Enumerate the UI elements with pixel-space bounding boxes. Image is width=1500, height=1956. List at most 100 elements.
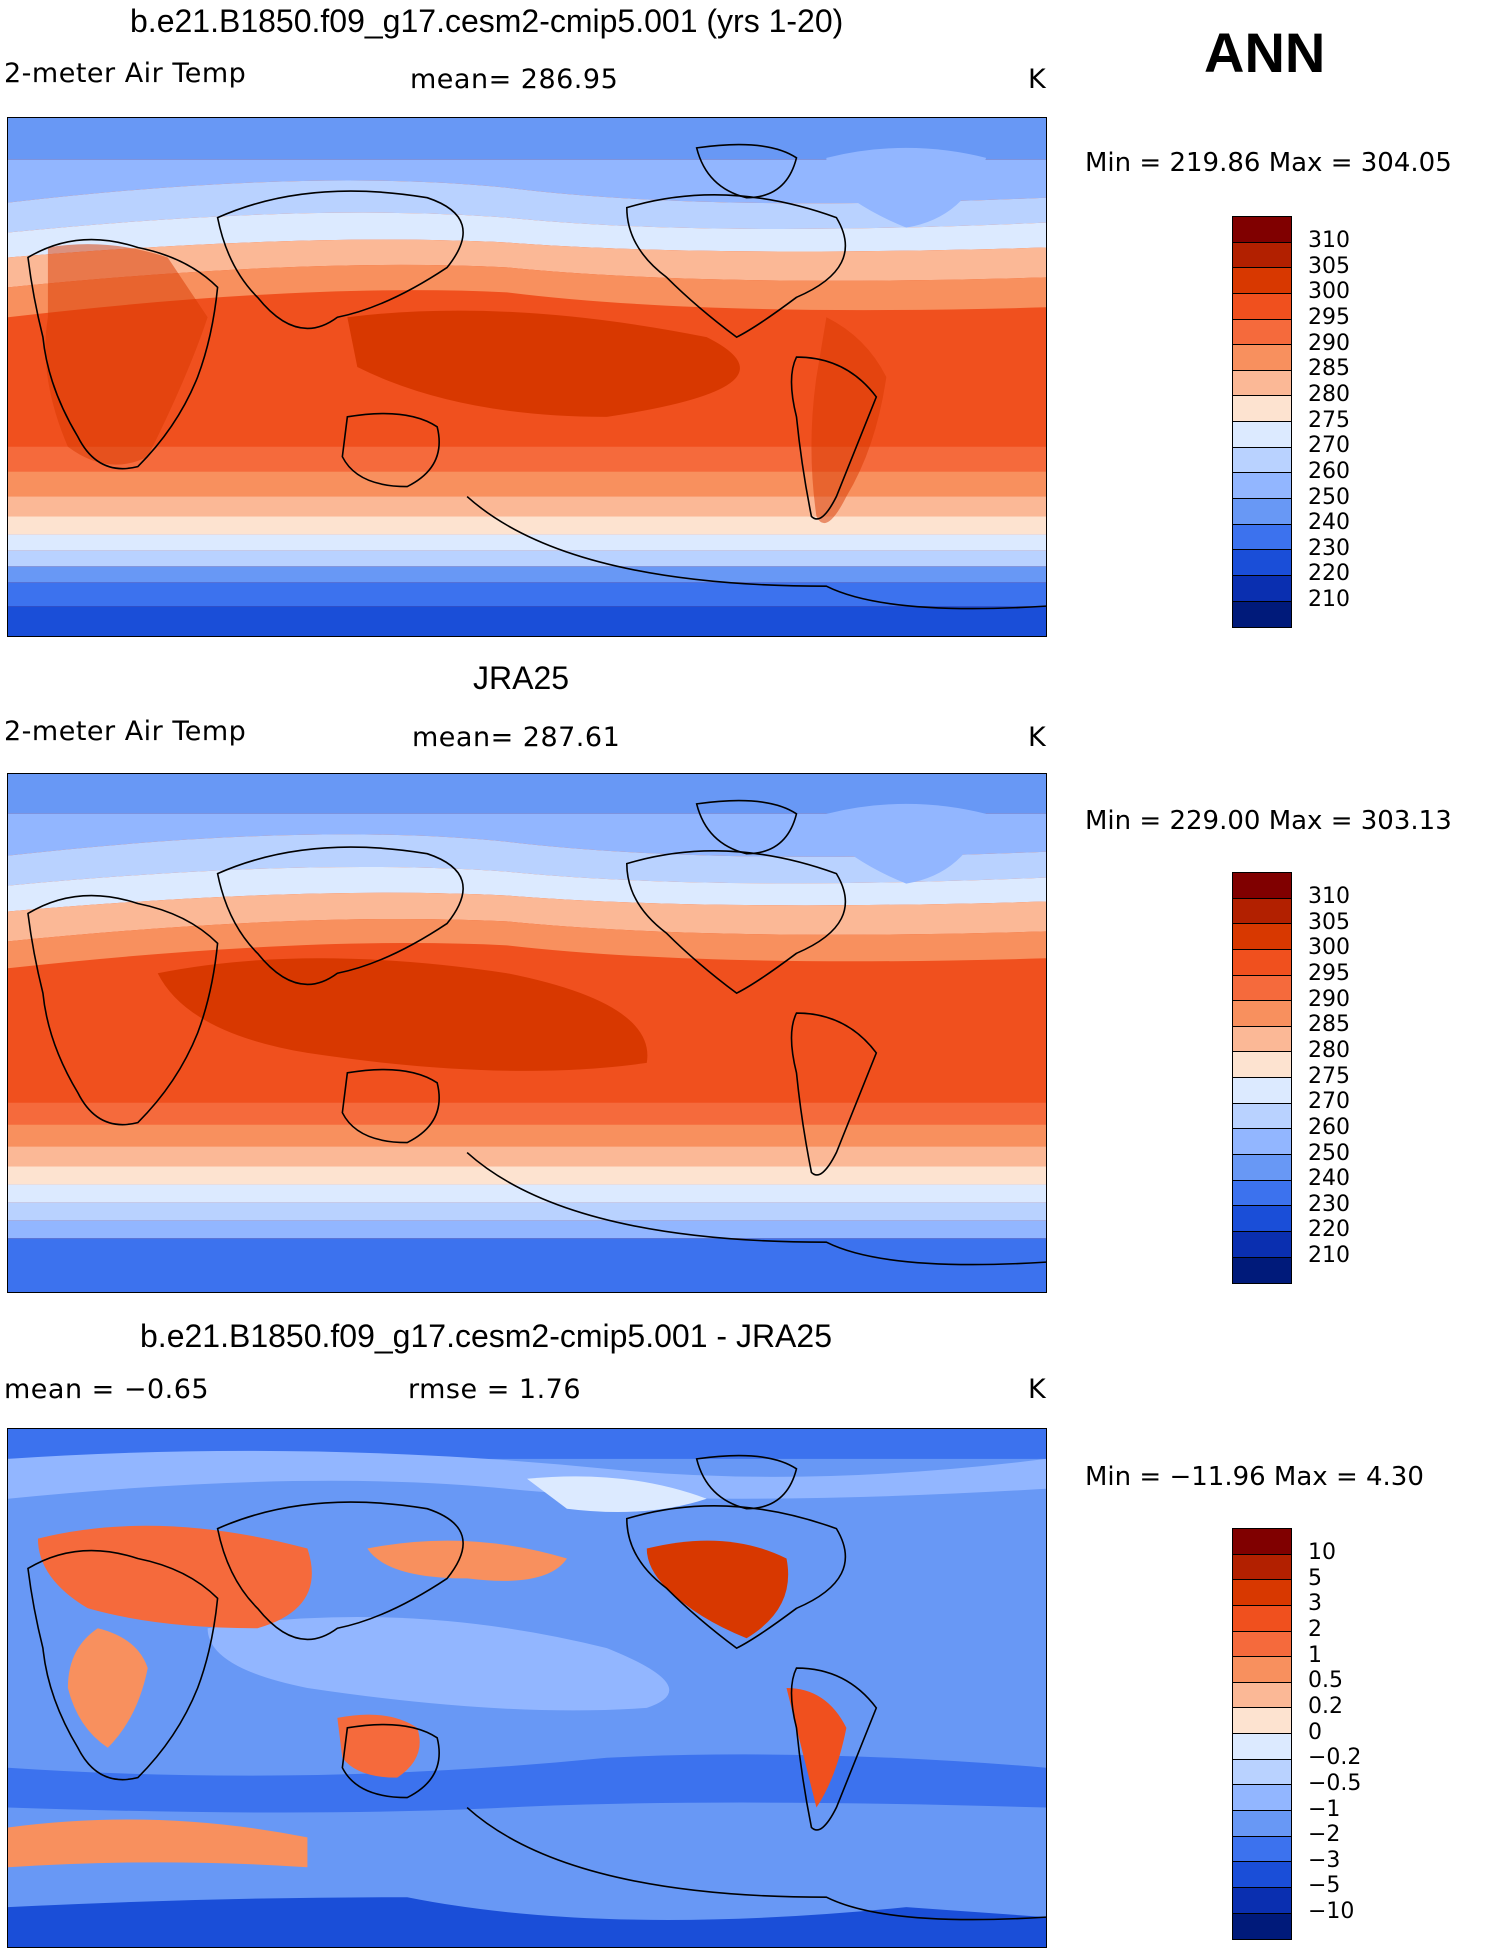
season-label: ANN	[1204, 21, 1326, 84]
colorbar-tick-label: 310	[1308, 884, 1350, 909]
colorbar-tick-label: 3	[1308, 1591, 1322, 1617]
colorbar-swatch	[1233, 268, 1291, 294]
colorbar-tick-label: 280	[1308, 381, 1350, 407]
colorbar-tick-label: 290	[1308, 330, 1350, 356]
minmax-label: Min = −11.96 Max = 4.30	[1085, 1462, 1424, 1492]
colorbar-tick-label: −1	[1308, 1796, 1341, 1822]
colorbar-tick-label: −10	[1308, 1899, 1355, 1925]
colorbar-tick-label: 270	[1308, 433, 1350, 459]
colorbar-tick-label: 2	[1308, 1616, 1322, 1642]
colorbar-tick-label: 0.2	[1308, 1693, 1343, 1719]
colorbar-swatch	[1233, 1785, 1291, 1812]
colorbar-tick-label: 290	[1308, 986, 1350, 1012]
colorbar-tick-label: 280	[1308, 1037, 1350, 1063]
colorbar-tick-label: −2	[1308, 1822, 1341, 1848]
colorbar-swatch	[1233, 473, 1291, 500]
colorbar-tick-label: 300	[1308, 935, 1350, 961]
colorbar-swatch	[1233, 1052, 1291, 1079]
colorbar-tick-label: 285	[1308, 356, 1350, 382]
colorbar-swatch	[1233, 396, 1291, 423]
colorbar-tick-label: 305	[1308, 253, 1350, 279]
colorbar-tick-label: 210	[1308, 587, 1350, 613]
colorbar-swatch	[1233, 1887, 1291, 1914]
variable-label: 2-meter Air Temp	[4, 716, 247, 747]
colorbar-tick-label: 230	[1308, 1191, 1350, 1217]
colorbar-swatch	[1233, 499, 1291, 525]
colorbar-tick-label: 295	[1308, 960, 1350, 986]
colorbar-tick-label: 250	[1308, 1140, 1350, 1166]
mean-label: mean= 286.95	[410, 64, 619, 95]
colorbar-swatch	[1233, 1078, 1291, 1104]
colorbar-swatch	[1233, 1734, 1291, 1760]
colorbar-swatch	[1233, 293, 1291, 320]
variable-label: 2-meter Air Temp	[4, 58, 247, 89]
colorbar-swatch	[1233, 1605, 1291, 1632]
colorbar-swatch	[1233, 898, 1291, 925]
colorbar-swatch	[1233, 1206, 1291, 1232]
temperature-map	[7, 117, 1047, 637]
panel-title: b.e21.B1850.f09_g17.cesm2-cmip5.001 (yrs…	[130, 3, 844, 39]
colorbar-swatch	[1233, 1759, 1291, 1786]
difference-map	[7, 1428, 1047, 1948]
colorbar-swatch	[1233, 949, 1291, 976]
colorbar-tick-label: 0.5	[1308, 1668, 1343, 1694]
colorbar-swatch	[1233, 1811, 1291, 1837]
colorbar-tick-label: 310	[1308, 228, 1350, 253]
colorbar-tick-label: 295	[1308, 304, 1350, 330]
colorbar-swatch	[1233, 1862, 1291, 1888]
colorbar-swatch	[1233, 1554, 1291, 1581]
colorbar-tick-label: 270	[1308, 1089, 1350, 1115]
colorbar-tick-label: 260	[1308, 458, 1350, 484]
colorbar-swatch	[1233, 1836, 1291, 1863]
colorbar-swatch	[1233, 217, 1291, 243]
colorbar-tick-label: −5	[1308, 1873, 1341, 1899]
colorbar-tick-label: 285	[1308, 1012, 1350, 1038]
panel-title: b.e21.B1850.f09_g17.cesm2-cmip5.001 - JR…	[140, 1318, 832, 1354]
rmse-label: rmse = 1.76	[408, 1374, 582, 1405]
colorbar	[1232, 216, 1292, 629]
colorbar-tick-label: 240	[1308, 1166, 1350, 1192]
colorbar-swatch	[1233, 1682, 1291, 1709]
colorbar-tick-label: 220	[1308, 561, 1350, 587]
colorbar-swatch	[1233, 1001, 1291, 1027]
minmax-label: Min = 229.00 Max = 303.13	[1085, 806, 1452, 836]
units-label: K	[1028, 64, 1047, 95]
colorbar-swatch	[1233, 975, 1291, 1002]
units-label: K	[1028, 722, 1047, 753]
colorbar-tick-label: 220	[1308, 1217, 1350, 1243]
colorbar-tick-label: 210	[1308, 1243, 1350, 1269]
colorbar-swatch	[1233, 319, 1291, 346]
colorbar-swatch	[1233, 345, 1291, 371]
colorbar-tick-label: −3	[1308, 1847, 1341, 1873]
mean-label: mean= 287.61	[412, 722, 621, 753]
colorbar-swatch	[1233, 447, 1291, 474]
minmax-label: Min = 219.86 Max = 304.05	[1085, 148, 1452, 178]
colorbar-tick-label: 275	[1308, 407, 1350, 433]
colorbar-swatch	[1233, 1257, 1291, 1284]
colorbar-tick-label: 305	[1308, 909, 1350, 935]
units-label: K	[1028, 1374, 1047, 1405]
colorbar-tick-label: 300	[1308, 279, 1350, 305]
colorbar-swatch	[1233, 601, 1291, 628]
colorbar-swatch	[1233, 242, 1291, 269]
colorbar	[1232, 1528, 1292, 1941]
colorbar-swatch	[1233, 1657, 1291, 1683]
colorbar-swatch	[1233, 924, 1291, 950]
colorbar-swatch	[1233, 370, 1291, 397]
colorbar-tick-label: 10	[1308, 1540, 1336, 1565]
colorbar-swatch	[1233, 1708, 1291, 1735]
colorbar-swatch	[1233, 1155, 1291, 1181]
colorbar-swatch	[1233, 1231, 1291, 1258]
colorbar-tick-label: 275	[1308, 1063, 1350, 1089]
colorbar-tick-label: −0.5	[1308, 1770, 1362, 1796]
colorbar-swatch	[1233, 1026, 1291, 1053]
colorbar-swatch	[1233, 422, 1291, 448]
colorbar-swatch	[1233, 550, 1291, 576]
colorbar-swatch	[1233, 1631, 1291, 1658]
colorbar-tick-label: 1	[1308, 1642, 1322, 1668]
colorbar-tick-label: 240	[1308, 510, 1350, 536]
colorbar-tick-label: 5	[1308, 1565, 1322, 1591]
colorbar	[1232, 872, 1292, 1285]
colorbar-swatch	[1233, 1180, 1291, 1207]
colorbar-swatch	[1233, 1913, 1291, 1940]
